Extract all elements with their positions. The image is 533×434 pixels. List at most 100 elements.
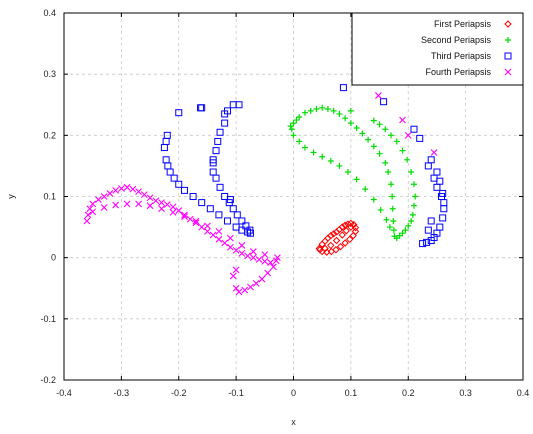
data-point — [353, 176, 360, 183]
data-point — [342, 115, 349, 122]
data-point — [402, 227, 409, 234]
data-point — [170, 174, 178, 182]
data-point — [129, 185, 137, 193]
data-point — [430, 174, 438, 182]
data-point — [370, 117, 377, 124]
data-point — [324, 106, 331, 113]
series-2 — [287, 104, 419, 242]
data-point — [293, 117, 300, 124]
data-point — [319, 104, 326, 111]
data-point — [267, 259, 274, 266]
data-point — [158, 199, 165, 207]
data-point — [204, 222, 211, 230]
data-point — [117, 185, 125, 192]
data-point — [390, 217, 397, 224]
data-point — [83, 217, 91, 225]
data-point — [160, 144, 168, 152]
data-point — [313, 106, 320, 113]
data-point — [224, 217, 232, 225]
data-point — [338, 231, 346, 239]
data-point — [330, 107, 337, 114]
data-point — [261, 257, 269, 265]
series-3 — [160, 84, 448, 248]
data-point — [232, 284, 240, 292]
legend-label: Third Periapsis — [431, 51, 492, 61]
data-point — [100, 204, 108, 211]
data-point — [215, 235, 223, 243]
x-tick-label: -0.4 — [56, 388, 72, 398]
data-point — [216, 183, 224, 191]
data-point — [301, 144, 308, 151]
data-point — [229, 205, 237, 213]
data-point — [327, 247, 336, 256]
data-point — [427, 156, 435, 164]
data-point — [135, 188, 142, 195]
data-point — [404, 131, 412, 139]
data-point — [410, 125, 418, 133]
legend: First Periapsis Second Periapsis Third Per… — [351, 12, 524, 86]
data-point — [212, 147, 220, 155]
data-point — [436, 177, 444, 185]
data-point — [224, 107, 232, 115]
data-point — [424, 226, 432, 234]
data-point — [198, 223, 206, 231]
data-point — [383, 216, 390, 223]
data-point — [327, 158, 334, 165]
data-point — [123, 183, 131, 191]
series-1 — [315, 219, 360, 256]
data-point — [310, 149, 317, 156]
y-axis-label: y — [6, 194, 16, 199]
data-point — [166, 168, 174, 176]
data-point — [336, 110, 343, 117]
data-point — [336, 162, 343, 169]
data-point — [393, 138, 400, 145]
data-point — [95, 196, 102, 203]
data-point — [321, 244, 329, 253]
data-point — [336, 242, 345, 251]
data-point — [192, 217, 200, 225]
data-point — [204, 227, 211, 235]
data-point — [427, 237, 435, 245]
data-point — [385, 169, 392, 176]
data-point — [290, 120, 297, 127]
data-point — [249, 248, 257, 255]
data-point — [181, 213, 188, 221]
data-point — [112, 201, 120, 209]
data-point — [255, 256, 263, 263]
y-tick-label: -0.1 — [40, 314, 56, 324]
y-tick-label: -0.2 — [40, 375, 56, 385]
data-point — [386, 224, 393, 231]
data-point — [146, 194, 154, 202]
data-point — [232, 266, 240, 274]
data-point — [349, 231, 357, 240]
data-point — [423, 238, 431, 246]
y-tick-label: 0.1 — [43, 192, 56, 202]
data-point — [252, 279, 260, 287]
data-point — [347, 107, 354, 114]
data-point — [247, 283, 254, 291]
data-point — [296, 113, 303, 120]
data-point — [169, 203, 177, 211]
data-point — [209, 159, 217, 167]
data-point — [198, 104, 206, 112]
data-point — [89, 208, 97, 216]
data-point — [390, 227, 397, 234]
data-point — [412, 193, 419, 200]
y-tick-label: 0.2 — [43, 130, 56, 140]
data-point — [307, 107, 314, 114]
data-point — [226, 243, 234, 251]
data-point — [329, 230, 338, 238]
legend-marker — [504, 68, 512, 76]
data-point — [370, 143, 377, 150]
data-point — [362, 186, 369, 193]
data-point — [440, 199, 448, 207]
data-point — [146, 202, 154, 210]
data-point — [242, 222, 250, 230]
data-point — [152, 197, 160, 205]
data-point — [106, 190, 114, 197]
data-point — [229, 272, 237, 280]
data-point — [215, 211, 223, 219]
legend-label: Second Periapsis — [421, 35, 492, 45]
data-point — [339, 84, 347, 92]
x-axis-label: x — [291, 417, 296, 427]
